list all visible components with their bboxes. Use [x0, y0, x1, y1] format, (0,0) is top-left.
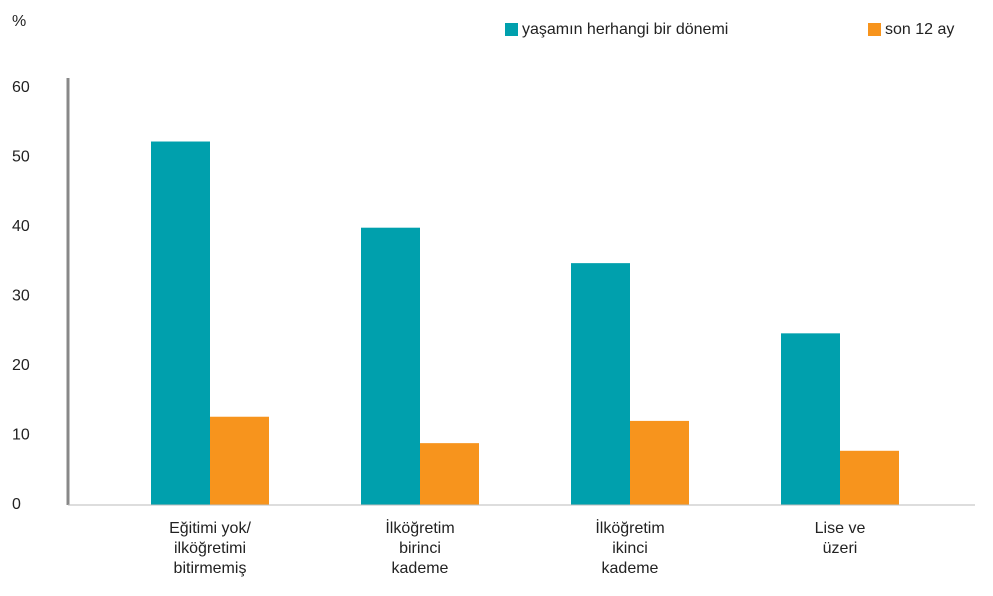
x-tick-label: Eğitimi yok/ ilköğretimi bitirmemiş — [169, 520, 251, 577]
legend-label: son 12 ay — [885, 21, 954, 38]
bar — [571, 263, 630, 505]
y-tick-label: 30 — [12, 288, 30, 305]
bar — [210, 416, 269, 505]
bar — [151, 141, 210, 505]
y-tick-label: 60 — [12, 79, 30, 96]
y-tick-label: 40 — [12, 218, 30, 235]
y-tick-label: 20 — [12, 357, 30, 374]
x-tick-label: Lise ve üzeri — [814, 520, 866, 557]
y-axis-label: % — [12, 13, 26, 30]
y-tick-label: 50 — [12, 149, 30, 166]
legend-swatch — [505, 23, 518, 36]
bar — [840, 450, 899, 505]
legend-swatch — [868, 23, 881, 36]
bar — [420, 443, 479, 505]
legend-label: yaşamın herhangi bir dönemi — [522, 21, 728, 38]
y-tick-label: 0 — [12, 496, 21, 513]
x-tick-label: İlköğretim birinci kademe — [385, 520, 455, 577]
x-tick-label: İlköğretim ikinci kademe — [595, 520, 665, 577]
bar — [630, 420, 689, 505]
bar — [781, 333, 840, 505]
bar — [361, 227, 420, 505]
y-tick-label: 10 — [12, 427, 30, 444]
